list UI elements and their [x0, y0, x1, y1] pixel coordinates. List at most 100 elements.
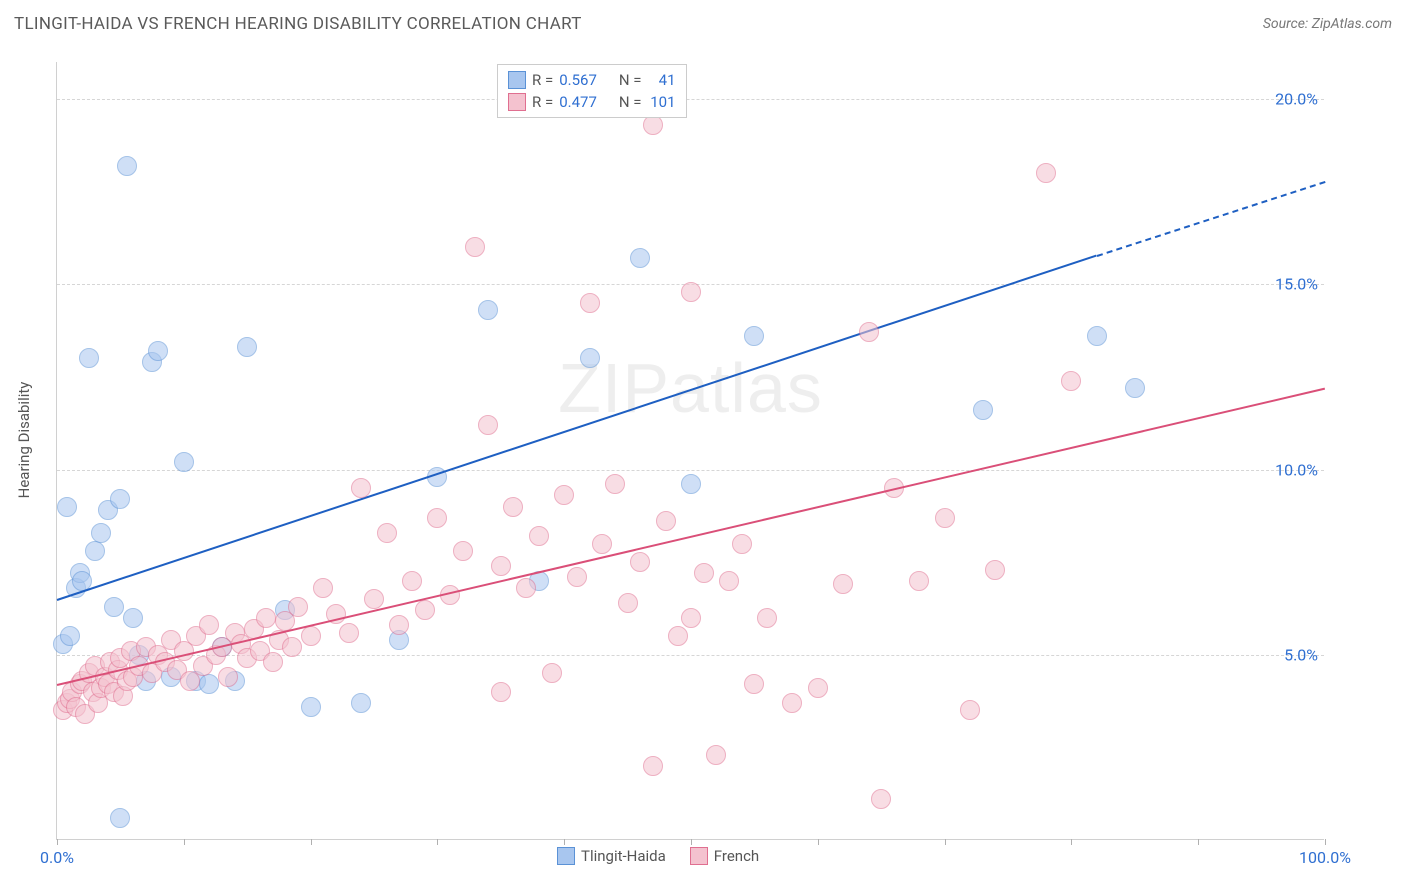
data-point-french — [516, 578, 536, 598]
data-point-french — [263, 652, 283, 672]
data-point-french — [554, 485, 574, 505]
n-label: N = — [619, 71, 642, 89]
data-point-french — [453, 541, 473, 561]
data-point-tlingit_haida — [104, 597, 124, 617]
gridline-h — [57, 99, 1324, 100]
x-tick-mark — [1071, 839, 1072, 845]
r-label: R = — [532, 93, 553, 111]
trend-line-dash-tlingit_haida — [1096, 181, 1325, 257]
chart-header: TLINGIT-HAIDA VS FRENCH HEARING DISABILI… — [0, 0, 1406, 40]
data-point-french — [985, 560, 1005, 580]
data-point-french — [503, 497, 523, 517]
data-point-tlingit_haida — [237, 337, 257, 357]
data-point-french — [694, 563, 714, 583]
y-tick-label: 5.0% — [1284, 645, 1318, 664]
data-point-tlingit_haida — [174, 452, 194, 472]
data-point-tlingit_haida — [630, 248, 650, 268]
data-point-french — [706, 745, 726, 765]
x-tick-label: 100.0% — [1299, 848, 1351, 867]
data-point-french — [618, 593, 638, 613]
data-point-french — [465, 237, 485, 257]
data-point-tlingit_haida — [301, 697, 321, 717]
gridline-h — [57, 470, 1324, 471]
data-point-tlingit_haida — [110, 489, 130, 509]
data-point-french — [592, 534, 612, 554]
data-point-tlingit_haida — [60, 626, 80, 646]
data-point-french — [339, 623, 359, 643]
data-point-french — [389, 615, 409, 635]
legend-swatch — [508, 71, 526, 89]
data-point-french — [199, 615, 219, 635]
data-point-tlingit_haida — [478, 300, 498, 320]
data-point-french — [960, 700, 980, 720]
data-point-french — [313, 578, 333, 598]
data-point-french — [732, 534, 752, 554]
data-point-tlingit_haida — [148, 341, 168, 361]
data-point-french — [288, 597, 308, 617]
legend-swatch — [690, 847, 708, 865]
data-point-french — [542, 663, 562, 683]
x-tick-mark — [1325, 839, 1326, 845]
data-point-french — [1061, 371, 1081, 391]
y-tick-label: 20.0% — [1275, 90, 1318, 109]
data-point-tlingit_haida — [85, 541, 105, 561]
x-tick-mark — [1198, 839, 1199, 845]
data-point-french — [351, 478, 371, 498]
legend-label: French — [714, 847, 759, 865]
legend-label: Tlingit-Haida — [581, 847, 666, 865]
x-tick-mark — [437, 839, 438, 845]
data-point-french — [643, 756, 663, 776]
data-point-french — [218, 667, 238, 687]
x-tick-mark — [311, 839, 312, 845]
data-point-french — [909, 571, 929, 591]
data-point-tlingit_haida — [117, 156, 137, 176]
data-point-french — [301, 626, 321, 646]
data-point-tlingit_haida — [681, 474, 701, 494]
data-point-tlingit_haida — [123, 608, 143, 628]
data-point-french — [681, 282, 701, 302]
stats-legend: R =0.567N =41R =0.477N =101 — [497, 64, 687, 118]
data-point-french — [478, 415, 498, 435]
data-point-french — [256, 608, 276, 628]
data-point-french — [377, 523, 397, 543]
data-point-french — [719, 571, 739, 591]
data-point-french — [415, 600, 435, 620]
data-point-french — [808, 678, 828, 698]
data-point-french — [871, 789, 891, 809]
data-point-french — [282, 637, 302, 657]
n-value: 101 — [648, 93, 676, 111]
data-point-french — [491, 682, 511, 702]
source-label: Source: ZipAtlas.com — [1263, 16, 1392, 32]
legend-swatch — [557, 847, 575, 865]
stats-legend-row: R =0.567N =41 — [508, 69, 676, 91]
trend-line-tlingit_haida — [57, 255, 1097, 601]
data-point-french — [491, 556, 511, 576]
data-point-french — [567, 567, 587, 587]
data-point-tlingit_haida — [91, 523, 111, 543]
data-point-french — [935, 508, 955, 528]
x-tick-mark — [945, 839, 946, 845]
data-point-tlingit_haida — [1087, 326, 1107, 346]
data-point-french — [859, 322, 879, 342]
r-value: 0.567 — [559, 71, 597, 89]
bottom-legend: Tlingit-Haida French — [557, 845, 759, 867]
stats-legend-row: R =0.477N =101 — [508, 91, 676, 113]
data-point-french — [744, 674, 764, 694]
y-tick-label: 15.0% — [1275, 275, 1318, 294]
data-point-french — [402, 571, 422, 591]
x-tick-label: 0.0% — [40, 848, 74, 867]
data-point-french — [1036, 163, 1056, 183]
n-value: 41 — [648, 71, 676, 89]
data-point-french — [605, 474, 625, 494]
r-value: 0.477 — [559, 93, 597, 111]
data-point-french — [364, 589, 384, 609]
legend-swatch — [508, 93, 526, 111]
data-point-french — [833, 574, 853, 594]
data-point-french — [427, 508, 447, 528]
data-point-french — [580, 293, 600, 313]
bottom-legend-item: Tlingit-Haida — [557, 845, 666, 867]
data-point-tlingit_haida — [973, 400, 993, 420]
data-point-tlingit_haida — [79, 348, 99, 368]
data-point-tlingit_haida — [57, 497, 77, 517]
y-axis-title: Hearing Disability — [15, 382, 33, 499]
